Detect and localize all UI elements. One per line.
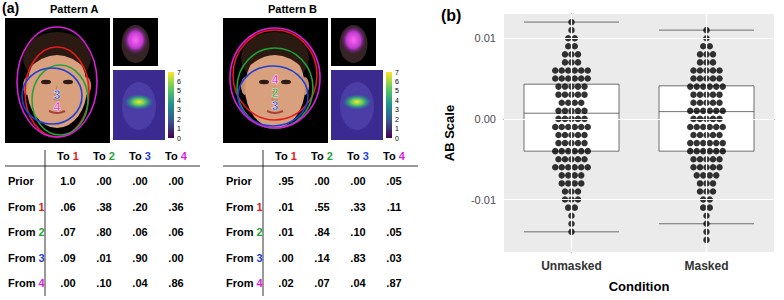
svg-text:.36: .36 <box>168 201 183 213</box>
svg-text:To 1: To 1 <box>57 150 79 162</box>
svg-text:Unmasked: Unmasked <box>541 259 602 273</box>
svg-text:Pattern A: Pattern A <box>50 3 99 15</box>
svg-text:.03: .03 <box>386 252 401 264</box>
svg-text:To 1: To 1 <box>275 150 297 162</box>
svg-text:.80: .80 <box>96 226 111 238</box>
svg-text:4: 4 <box>395 97 399 104</box>
svg-text:.55: .55 <box>314 201 329 213</box>
svg-text:.20: .20 <box>132 201 147 213</box>
svg-text:.01: .01 <box>278 201 293 213</box>
svg-text:.95: .95 <box>278 175 293 187</box>
svg-text:(a): (a) <box>2 0 19 16</box>
svg-text:2: 2 <box>177 116 181 123</box>
svg-text:.02: .02 <box>278 277 293 289</box>
svg-text:.05: .05 <box>386 226 401 238</box>
svg-text:.01: .01 <box>96 252 111 264</box>
svg-text:From 4: From 4 <box>8 277 46 289</box>
svg-text:.09: .09 <box>60 252 75 264</box>
svg-text:.00: .00 <box>168 175 183 187</box>
svg-text:6: 6 <box>177 78 181 85</box>
svg-text:4: 4 <box>177 97 181 104</box>
svg-text:To 3: To 3 <box>347 150 369 162</box>
svg-text:.84: .84 <box>314 226 330 238</box>
svg-text:.00: .00 <box>278 252 293 264</box>
svg-text:.00: .00 <box>96 175 111 187</box>
svg-text:Pattern B: Pattern B <box>268 3 317 15</box>
svg-text:0: 0 <box>177 135 181 142</box>
svg-text:1.0: 1.0 <box>60 175 75 187</box>
svg-text:Prior: Prior <box>8 175 34 187</box>
svg-text:7: 7 <box>395 69 399 76</box>
svg-text:From 2: From 2 <box>8 226 45 238</box>
svg-text:1: 1 <box>177 125 181 132</box>
svg-text:From 3: From 3 <box>226 252 263 264</box>
svg-text:AB Scale: AB Scale <box>442 105 457 161</box>
svg-text:4: 4 <box>272 73 279 87</box>
svg-text:.14: .14 <box>314 252 330 264</box>
svg-text:.01: .01 <box>278 226 293 238</box>
svg-text:(b): (b) <box>441 7 461 24</box>
svg-text:To 4: To 4 <box>165 150 188 162</box>
svg-text:2: 2 <box>272 86 279 100</box>
svg-text:3: 3 <box>53 88 61 102</box>
svg-text:.10: .10 <box>96 277 111 289</box>
svg-text:From 1: From 1 <box>226 201 263 213</box>
svg-text:.00: .00 <box>60 277 75 289</box>
svg-text:.06: .06 <box>60 201 75 213</box>
svg-text:.04: .04 <box>132 277 148 289</box>
svg-text:.00: .00 <box>314 175 329 187</box>
svg-text:3: 3 <box>395 106 399 113</box>
svg-text:0.01: 0.01 <box>475 32 496 44</box>
svg-text:Prior: Prior <box>226 175 252 187</box>
svg-text:To 4: To 4 <box>383 150 406 162</box>
svg-text:.07: .07 <box>60 226 75 238</box>
svg-text:.05: .05 <box>386 175 401 187</box>
svg-text:.38: .38 <box>96 201 111 213</box>
svg-text:From 4: From 4 <box>226 277 264 289</box>
svg-text:To 2: To 2 <box>93 150 115 162</box>
svg-text:From 2: From 2 <box>226 226 263 238</box>
svg-text:.00: .00 <box>350 175 365 187</box>
svg-text:0: 0 <box>395 135 399 142</box>
svg-text:.06: .06 <box>168 226 183 238</box>
svg-text:6: 6 <box>395 78 399 85</box>
svg-text:Condition: Condition <box>609 279 670 294</box>
svg-text:7: 7 <box>177 69 181 76</box>
svg-text:.83: .83 <box>350 252 365 264</box>
svg-text:.07: .07 <box>314 277 329 289</box>
svg-text:To 3: To 3 <box>129 150 151 162</box>
svg-text:.00: .00 <box>168 252 183 264</box>
svg-text:2: 2 <box>395 116 399 123</box>
svg-text:.86: .86 <box>168 277 183 289</box>
svg-text:.00: .00 <box>132 175 147 187</box>
svg-text:From 1: From 1 <box>8 201 45 213</box>
svg-text:.06: .06 <box>132 226 147 238</box>
svg-text:5: 5 <box>177 87 181 94</box>
svg-text:.10: .10 <box>350 226 365 238</box>
svg-text:5: 5 <box>395 87 399 94</box>
svg-text:1: 1 <box>395 125 399 132</box>
svg-text:.90: .90 <box>132 252 147 264</box>
svg-text:.87: .87 <box>386 277 401 289</box>
svg-text:-0.01: -0.01 <box>471 194 496 206</box>
svg-text:3: 3 <box>272 99 279 113</box>
svg-text:.04: .04 <box>350 277 366 289</box>
svg-text:.11: .11 <box>387 201 402 213</box>
svg-text:3: 3 <box>177 106 181 113</box>
svg-text:To 2: To 2 <box>311 150 333 162</box>
svg-text:0.00: 0.00 <box>475 113 496 125</box>
svg-text:Masked: Masked <box>684 259 728 273</box>
svg-text:From 3: From 3 <box>8 252 45 264</box>
svg-text:.33: .33 <box>350 201 365 213</box>
svg-text:4: 4 <box>54 100 61 114</box>
